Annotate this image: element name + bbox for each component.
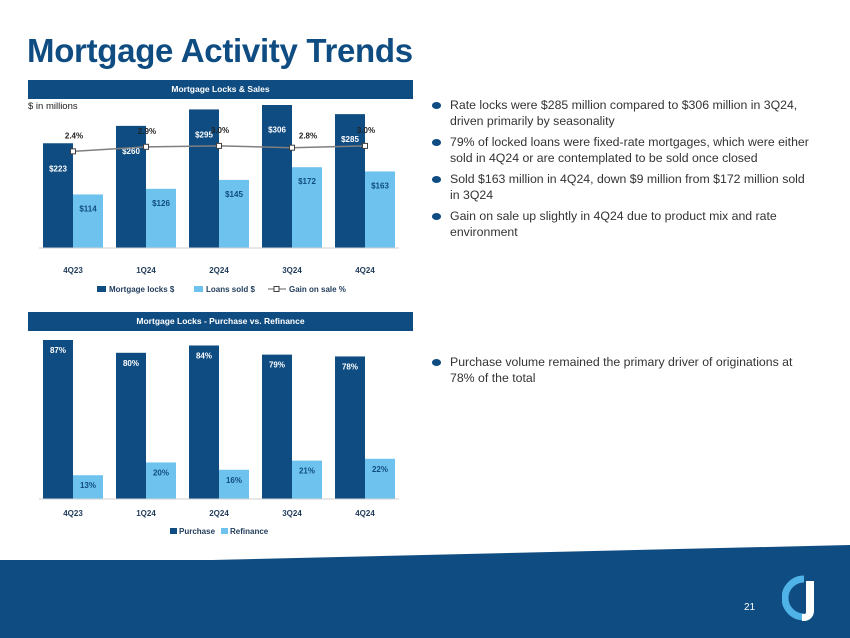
bullet-item: Gain on sale up slightly in 4Q24 due to … <box>432 209 812 240</box>
legend-swatch-sold <box>194 286 203 292</box>
x-tick-label: 1Q24 <box>136 266 156 275</box>
x-tick-label: 1Q24 <box>136 509 156 518</box>
x-tick-label: 2Q24 <box>209 266 229 275</box>
data-label-purchase: 78% <box>342 362 358 371</box>
bar-purchase <box>189 345 219 499</box>
bullet-item: Sold $163 million in 4Q24, down $9 milli… <box>432 172 812 203</box>
bar-loans-sold <box>292 167 322 248</box>
x-tick-label: 2Q24 <box>209 509 229 518</box>
bar-loans-sold <box>146 188 176 248</box>
data-label-locks: $285 <box>341 135 359 144</box>
point-gain-on-sale <box>289 144 295 151</box>
data-label-locks: $223 <box>49 164 67 173</box>
footer-band <box>0 560 850 638</box>
bullet-dot-icon <box>432 359 441 366</box>
x-tick-label: 4Q24 <box>355 509 375 518</box>
legend-label-refinance: Refinance <box>230 527 269 536</box>
x-tick-label: 3Q24 <box>282 509 302 518</box>
legend-marker-gain <box>273 286 280 292</box>
bar-refinance <box>292 460 322 499</box>
data-label-locks: $260 <box>122 147 140 156</box>
bar-mortgage-locks <box>189 109 219 248</box>
legend-swatch-refinance <box>221 528 228 534</box>
page-number: 21 <box>744 602 756 613</box>
chart2-title-band: Mortgage Locks - Purchase vs. Refinance <box>28 312 413 331</box>
x-tick-label: 4Q23 <box>63 509 83 518</box>
bar-loans-sold <box>219 179 249 248</box>
data-label-locks: $295 <box>195 130 213 139</box>
legend-label-purchase: Purchase <box>179 527 216 536</box>
bar-mortgage-locks <box>116 125 146 248</box>
bar-mortgage-locks <box>43 143 73 248</box>
bar-loans-sold <box>73 194 103 248</box>
bullet-dot-icon <box>432 139 441 146</box>
legend-label-locks: Mortgage locks $ <box>109 285 175 294</box>
bar-mortgage-locks <box>335 114 365 248</box>
bar-refinance <box>365 458 395 499</box>
data-label-refinance: 21% <box>299 467 315 476</box>
data-label-gain: 3.0% <box>211 126 229 135</box>
bullet-dot-icon <box>432 176 441 183</box>
bullet-dot-icon <box>432 213 441 220</box>
data-label-sold: $114 <box>79 204 97 213</box>
data-label-gain: 2.4% <box>65 131 83 140</box>
data-label-purchase: 84% <box>196 351 212 360</box>
data-label-sold: $163 <box>371 181 389 190</box>
data-label-refinance: 20% <box>153 468 169 477</box>
data-label-refinance: 22% <box>372 465 388 474</box>
data-label-purchase: 80% <box>123 359 139 368</box>
data-label-sold: $172 <box>298 177 316 186</box>
bar-purchase <box>43 340 73 499</box>
data-label-gain: 2.9% <box>138 127 156 136</box>
top-bullet-list: Rate locks were $285 million compared to… <box>432 98 812 246</box>
bar-purchase <box>116 352 146 499</box>
legend-label-sold: Loans sold $ <box>206 285 255 294</box>
bar-mortgage-locks <box>262 105 292 248</box>
bar-refinance <box>73 475 103 499</box>
x-tick-label: 4Q24 <box>355 266 375 275</box>
x-tick-label: 3Q24 <box>282 266 302 275</box>
x-tick-label: 4Q23 <box>63 266 83 275</box>
purchase-vs-refinance-chart: 87% 13% 4Q23 80% 20% 1Q24 84% 16% 2Q24 79% 21% 3Q24… <box>39 340 399 536</box>
legend-swatch-purchase <box>170 528 177 534</box>
bullet-dot-icon <box>432 102 441 109</box>
data-label-purchase: 79% <box>269 361 285 370</box>
point-gain-on-sale <box>362 142 368 149</box>
data-label-refinance: 13% <box>80 481 96 490</box>
chart1-title-band: Mortgage Locks & Sales <box>28 80 413 99</box>
bar-refinance <box>146 462 176 499</box>
bar-purchase <box>335 356 365 499</box>
page-title: Mortgage Activity Trends <box>27 32 413 69</box>
data-label-gain: 3.0% <box>357 126 375 135</box>
bar-loans-sold <box>365 171 395 248</box>
point-gain-on-sale <box>143 143 149 150</box>
chart1-units-note: $ in millions <box>28 101 78 112</box>
data-label-sold: $145 <box>225 190 243 199</box>
legend-label-gain: Gain on sale % <box>289 285 346 294</box>
mortgage-locks-sales-chart: $223 $114 4Q23 $260 $126 1Q24 $295 $145 2Q24 $306… <box>39 105 399 294</box>
data-label-refinance: 16% <box>226 476 242 485</box>
bullet-item: Rate locks were $285 million compared to… <box>432 98 812 129</box>
legend-swatch-locks <box>97 286 106 292</box>
bullet-item: Purchase volume remained the primary dri… <box>432 355 812 386</box>
data-label-sold: $126 <box>152 199 170 208</box>
bar-refinance <box>219 469 249 499</box>
data-label-gain: 2.8% <box>299 132 317 141</box>
company-logo-icon <box>782 575 814 621</box>
bullet-item: 79% of locked loans were fixed-rate mort… <box>432 135 812 166</box>
point-gain-on-sale <box>216 142 222 149</box>
bar-purchase <box>262 354 292 499</box>
data-label-purchase: 87% <box>50 346 66 355</box>
point-gain-on-sale <box>70 148 76 155</box>
data-label-locks: $306 <box>268 125 286 134</box>
bottom-bullet-list: Purchase volume remained the primary dri… <box>432 355 812 392</box>
